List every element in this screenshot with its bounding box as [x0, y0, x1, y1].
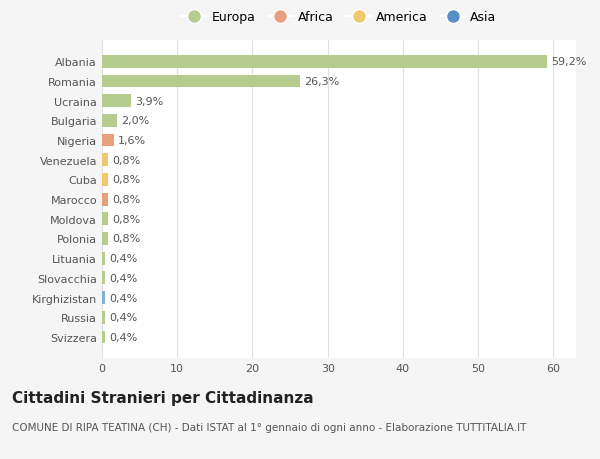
Text: 0,8%: 0,8%	[112, 214, 140, 224]
Bar	[102, 75, 300, 88]
Text: 0,8%: 0,8%	[112, 175, 140, 185]
Text: 59,2%: 59,2%	[551, 57, 587, 67]
Text: 0,4%: 0,4%	[109, 313, 137, 323]
Bar	[102, 174, 108, 186]
Text: Cittadini Stranieri per Cittadinanza: Cittadini Stranieri per Cittadinanza	[12, 390, 314, 405]
Bar	[102, 272, 105, 285]
Legend: Europa, Africa, America, Asia: Europa, Africa, America, Asia	[176, 6, 502, 29]
Bar	[102, 95, 131, 108]
Text: COMUNE DI RIPA TEATINA (CH) - Dati ISTAT al 1° gennaio di ogni anno - Elaborazio: COMUNE DI RIPA TEATINA (CH) - Dati ISTAT…	[12, 422, 526, 432]
Bar	[102, 331, 105, 344]
Bar	[102, 193, 108, 206]
Text: 26,3%: 26,3%	[304, 77, 339, 87]
Text: 0,4%: 0,4%	[109, 293, 137, 303]
Bar	[102, 56, 547, 68]
Bar	[102, 311, 105, 324]
Text: 0,8%: 0,8%	[112, 195, 140, 205]
Bar	[102, 233, 108, 246]
Text: 0,4%: 0,4%	[109, 273, 137, 283]
Bar	[102, 134, 114, 147]
Text: 0,8%: 0,8%	[112, 234, 140, 244]
Text: 0,4%: 0,4%	[109, 332, 137, 342]
Bar	[102, 291, 105, 304]
Bar	[102, 115, 117, 128]
Text: 3,9%: 3,9%	[135, 96, 163, 106]
Text: 1,6%: 1,6%	[118, 136, 146, 146]
Text: 0,8%: 0,8%	[112, 155, 140, 165]
Text: 2,0%: 2,0%	[121, 116, 149, 126]
Bar	[102, 213, 108, 226]
Bar	[102, 252, 105, 265]
Text: 0,4%: 0,4%	[109, 254, 137, 263]
Bar	[102, 154, 108, 167]
